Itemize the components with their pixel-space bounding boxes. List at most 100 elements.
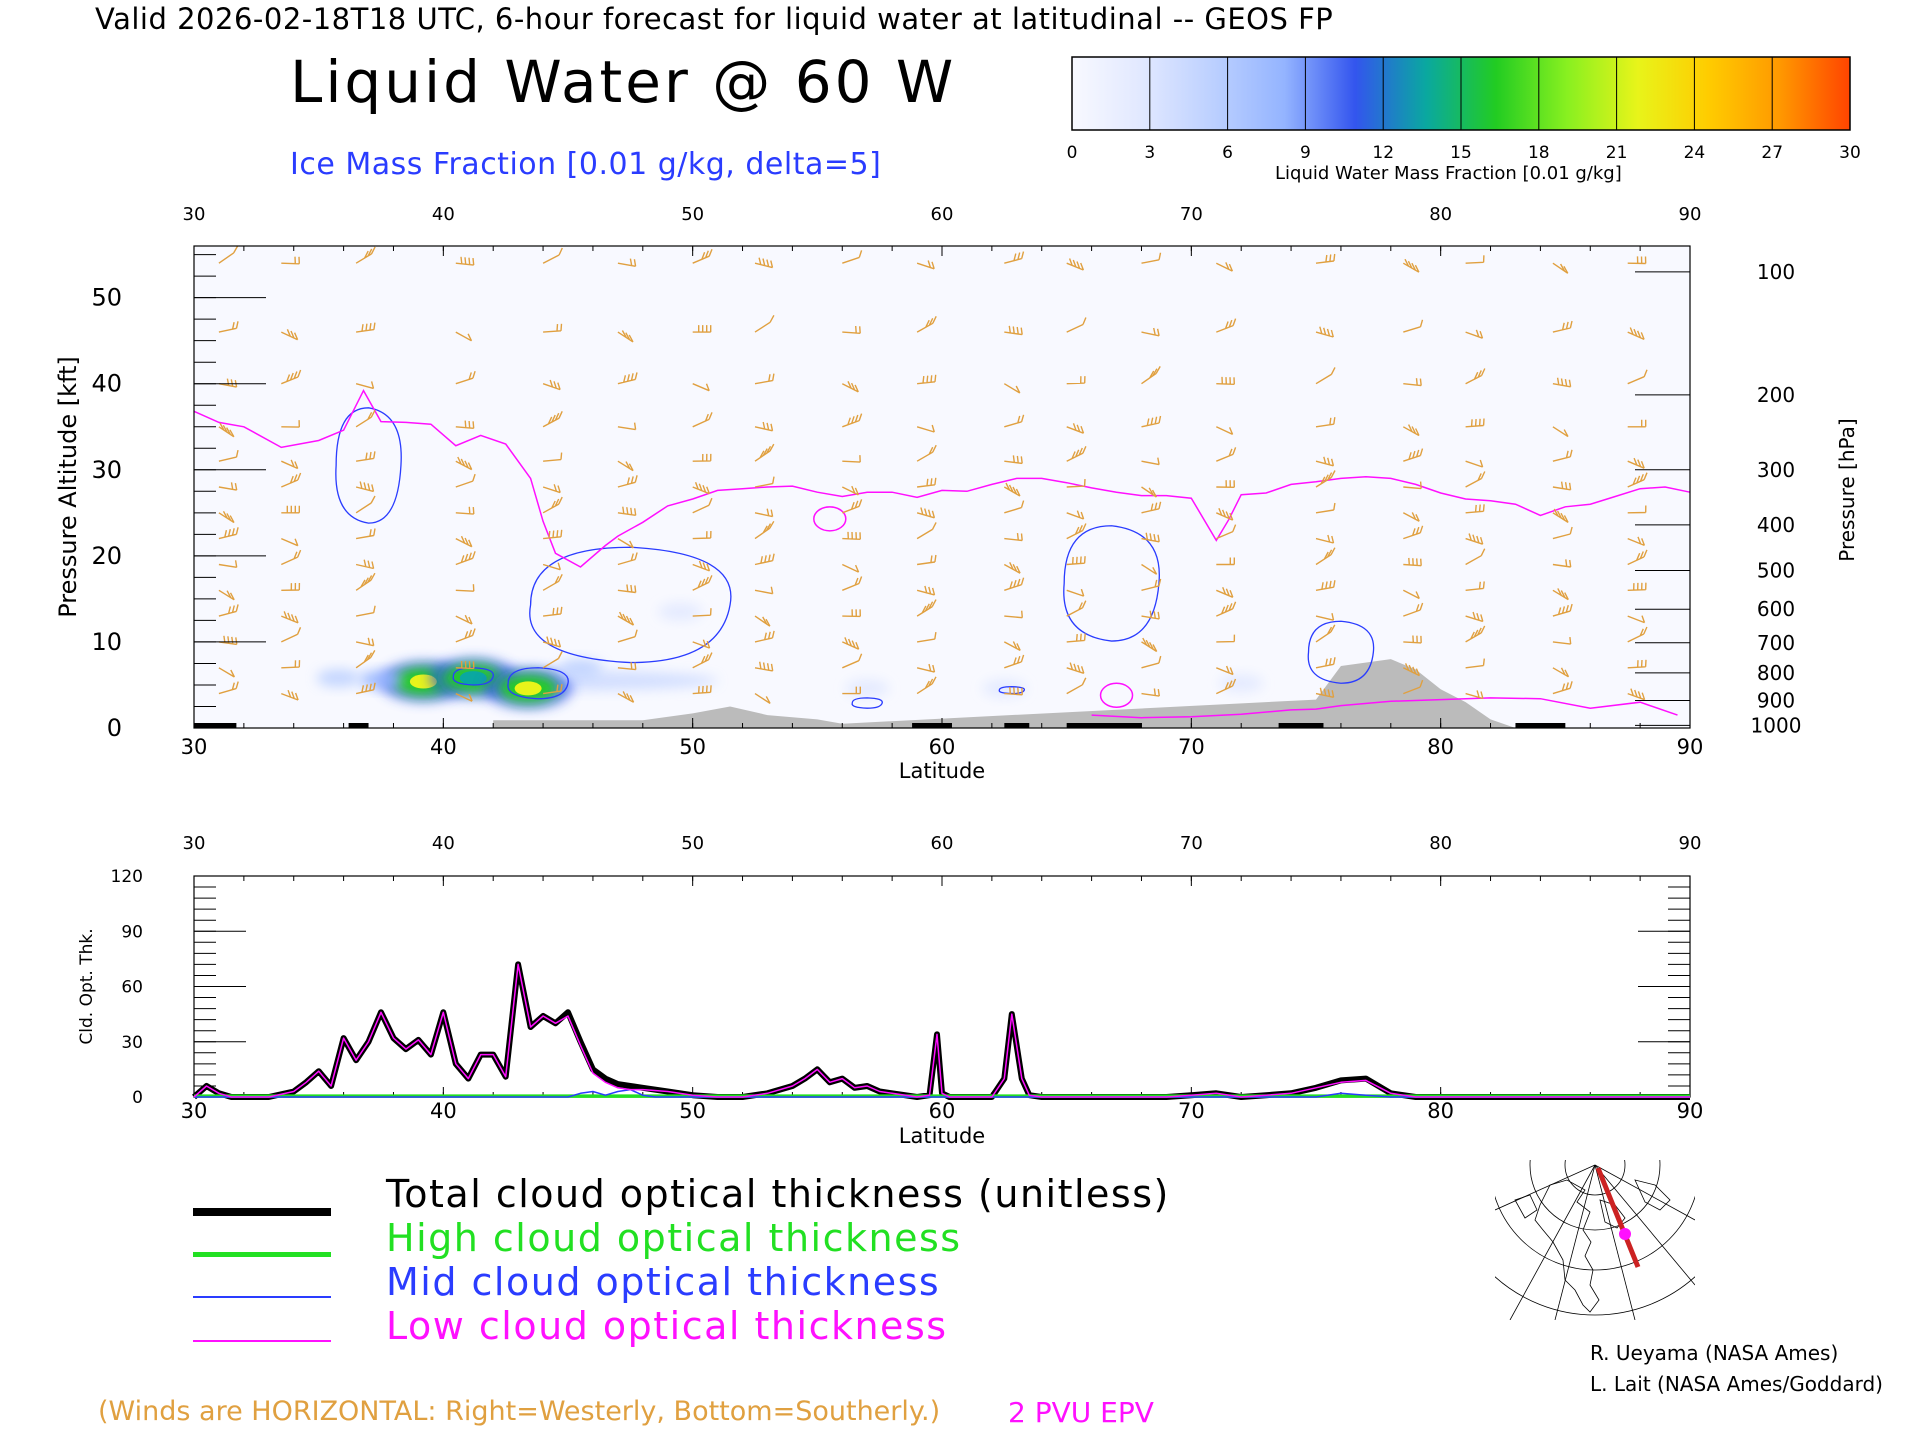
- wind-barb: [355, 481, 375, 493]
- wind-barb: [1216, 508, 1234, 521]
- wind-barb: [617, 475, 638, 488]
- wind-barb: [1004, 610, 1023, 619]
- wind-barb: [1216, 426, 1234, 436]
- x-tick-label: 60: [929, 1099, 956, 1123]
- wind-barb: [1066, 423, 1085, 434]
- wind-barb: [842, 563, 860, 573]
- y-axis-label: Pressure Altitude [kft]: [54, 356, 82, 618]
- wind-barb: [842, 686, 861, 695]
- y-tick-label: 0: [107, 714, 122, 742]
- y-tick-label: 50: [91, 284, 122, 312]
- wind-barb: [692, 639, 711, 649]
- wind-barb: [1066, 510, 1085, 520]
- wind-barb: [841, 381, 859, 393]
- wind-barb: [916, 631, 937, 643]
- liquid-water-blob: [359, 670, 403, 689]
- wind-barb: [542, 411, 563, 428]
- wind-barb: [542, 496, 563, 514]
- plot-background: [194, 246, 1690, 728]
- wind-barb: [692, 685, 712, 695]
- wind-barb: [1403, 602, 1424, 617]
- epv-low-line: [1091, 697, 1678, 719]
- wind-barb: [455, 473, 476, 488]
- wind-barb: [754, 553, 775, 566]
- wind-barb: [543, 323, 563, 333]
- wind-barb: [1627, 472, 1648, 488]
- wind-barb: [281, 660, 301, 669]
- surface-strip: [1066, 723, 1142, 728]
- legend-item-total: Total cloud optical thickness (unitless): [386, 1172, 1170, 1216]
- wind-barb: [1465, 255, 1485, 264]
- wind-barb: [1215, 262, 1234, 272]
- wind-barb: [1552, 637, 1572, 645]
- x-tick-label-top: 90: [1679, 204, 1702, 225]
- wind-barb: [455, 660, 475, 670]
- pressure-tick-label: 500: [1757, 558, 1795, 582]
- wind-barb: [542, 562, 561, 571]
- liquid-water-blob: [658, 602, 703, 621]
- wind-barb: [455, 256, 475, 266]
- wind-barb: [1627, 327, 1645, 341]
- wind-barb: [1066, 479, 1086, 488]
- x-axis-label: Latitude: [899, 1124, 985, 1148]
- x-tick-label: 40: [430, 735, 457, 759]
- wind-barb: [1552, 262, 1569, 274]
- wind-barb: [692, 497, 713, 514]
- wind-barb: [1465, 471, 1486, 488]
- wind-barb: [1066, 523, 1087, 540]
- wind-barb: [1315, 613, 1335, 621]
- ice-contour: [507, 667, 569, 700]
- wind-barb: [218, 604, 239, 617]
- wind-barb: [355, 605, 376, 617]
- y-tick-label: 40: [91, 370, 122, 398]
- wind-barb: [1216, 601, 1237, 617]
- wind-barb: [692, 481, 711, 495]
- wind-barb: [1315, 367, 1336, 385]
- pressure-tick-label: 1000: [1751, 713, 1802, 737]
- wind-barb: [1066, 556, 1086, 566]
- wind-barb: [1627, 256, 1647, 265]
- wind-barb: [692, 560, 711, 572]
- x-axis-label: Latitude: [899, 759, 985, 783]
- credit-line-1: R. Ueyama (NASA Ames): [1590, 1341, 1839, 1365]
- wind-barb: [1627, 369, 1648, 385]
- y-tick-label: 30: [121, 1033, 143, 1053]
- wind-barb: [455, 535, 473, 548]
- wind-barb: [1465, 548, 1486, 566]
- ice-contour: [851, 697, 883, 709]
- liquid-water-blob: [316, 669, 361, 688]
- wind-barb: [617, 538, 634, 549]
- x-tick-label: 80: [1427, 1099, 1454, 1123]
- wind-barb: [1552, 377, 1572, 388]
- pressure-tick-label: 100: [1757, 260, 1795, 284]
- wind-barb: [542, 636, 562, 648]
- wind-barb: [1552, 588, 1569, 601]
- wind-barb: [1403, 679, 1424, 695]
- x-tick-label-top: 60: [931, 833, 954, 854]
- x-tick-label: 50: [679, 1099, 706, 1123]
- y-tick-label: 30: [91, 456, 122, 484]
- wind-barb: [1465, 418, 1485, 428]
- wind-barb: [1004, 500, 1025, 514]
- wind-barb: [842, 455, 861, 463]
- wind-barb: [1141, 486, 1158, 498]
- wind-barb: [1465, 625, 1486, 643]
- pressure-tick-label: 300: [1757, 458, 1795, 482]
- wind-barb: [842, 637, 860, 650]
- wind-barb: [617, 372, 638, 385]
- epv-contour: [1099, 682, 1134, 709]
- wind-barb: [692, 383, 710, 392]
- y-tick-label: 90: [121, 922, 143, 942]
- x-tick-label-top: 70: [1180, 833, 1203, 854]
- wind-barb: [1216, 665, 1234, 676]
- wind-barb: [916, 507, 936, 519]
- wind-barb: [754, 421, 774, 432]
- wind-barb: [916, 676, 937, 695]
- wind-barb: [1004, 686, 1023, 696]
- wind-barb: [1315, 580, 1336, 591]
- wind-barb: [455, 614, 473, 625]
- wind-barb: [1066, 633, 1086, 643]
- wind-barb: [1627, 659, 1647, 669]
- wind-barb: [1004, 251, 1025, 264]
- x-tick-label: 30: [181, 1099, 208, 1123]
